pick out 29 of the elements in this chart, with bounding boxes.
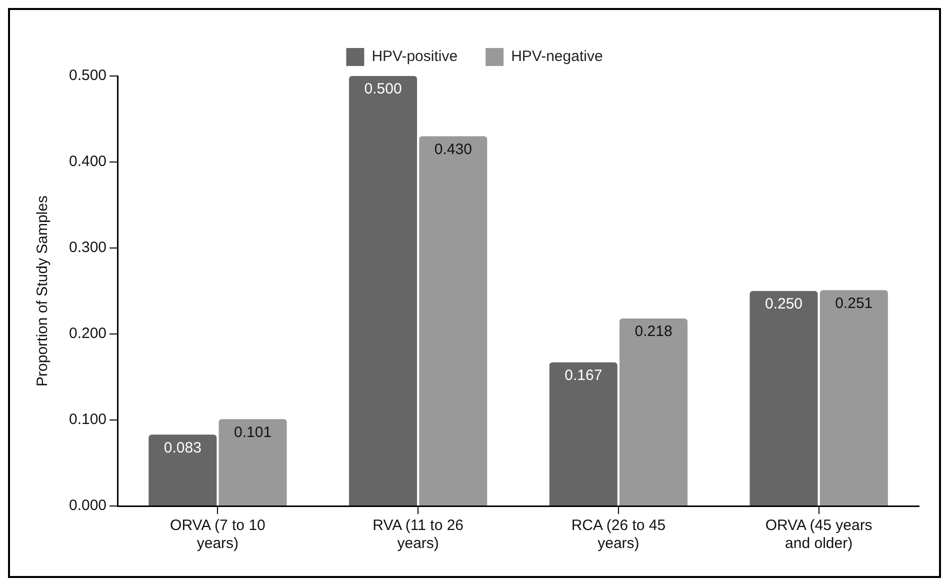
y-tick-label: 0.200 — [68, 325, 107, 342]
y-tick-label: 0.300 — [68, 239, 107, 256]
legend-label: HPV-positive — [372, 48, 458, 66]
data-label: 0.500 — [364, 80, 402, 98]
bar — [549, 362, 618, 506]
data-label: 0.083 — [164, 439, 202, 456]
data-label: 0.251 — [835, 294, 873, 312]
x-tick-label: RVA (11 to 26 years) — [372, 517, 464, 552]
y-tick-label: 0.500 — [68, 67, 107, 84]
data-label: 0.218 — [634, 323, 672, 340]
x-tick-label: ORVA (45 years and older) — [765, 517, 872, 552]
data-label: 0.430 — [434, 140, 472, 158]
y-axis-title: Proportion of Study Samples — [34, 196, 52, 386]
bar — [349, 76, 418, 506]
bar — [148, 434, 217, 506]
bar — [820, 290, 888, 506]
bar — [218, 419, 287, 506]
bar — [750, 291, 818, 506]
y-tick-label: 0.000 — [68, 497, 107, 514]
legend-label: HPV-negative — [511, 48, 603, 66]
data-label: 0.167 — [564, 367, 602, 384]
data-label: 0.101 — [234, 424, 272, 441]
bar — [620, 318, 688, 506]
y-tick-label: 0.100 — [68, 411, 107, 428]
y-tick-label: 0.400 — [68, 153, 107, 170]
x-tick-label: ORVA (7 to 10 years) — [170, 517, 266, 552]
bar — [419, 136, 488, 506]
data-label: 0.250 — [764, 296, 803, 313]
x-tick-label: RCA (26 to 45 years) — [571, 517, 666, 552]
